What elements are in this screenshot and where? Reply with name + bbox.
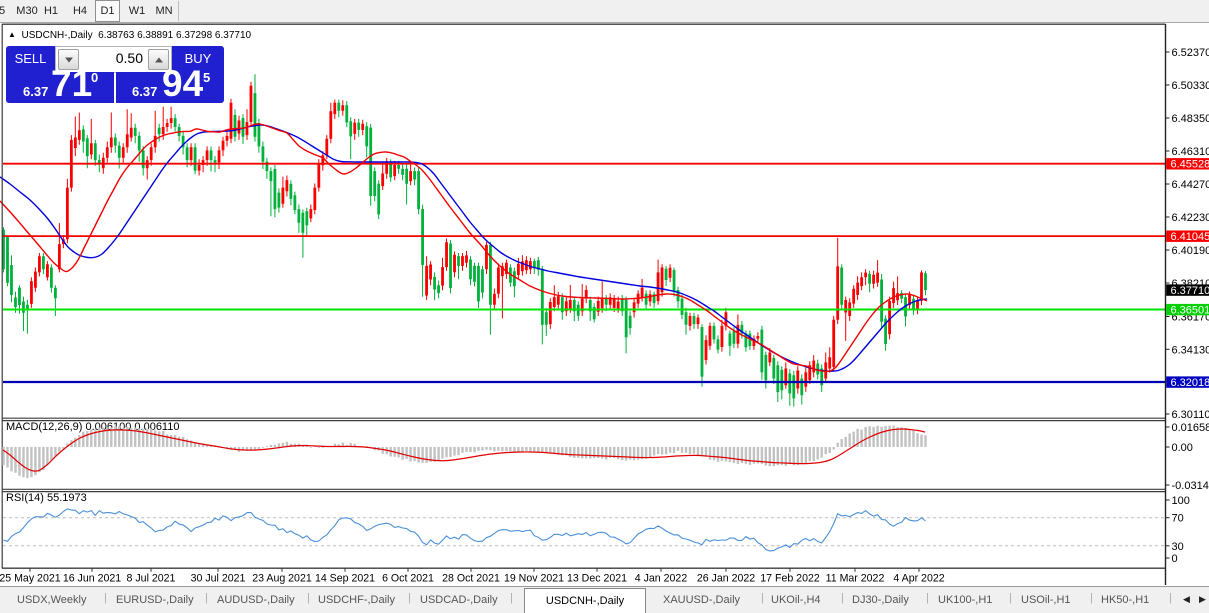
svg-text:30 Jul 2021: 30 Jul 2021 xyxy=(191,573,246,585)
svg-text:6.50330: 6.50330 xyxy=(1172,80,1209,92)
svg-text:-0.031421: -0.031421 xyxy=(1172,480,1209,492)
svg-text:25 May 2021: 25 May 2021 xyxy=(0,573,61,585)
svg-text:6.42230: 6.42230 xyxy=(1172,212,1209,224)
svg-text:0: 0 xyxy=(1172,553,1178,565)
svg-text:26 Jan 2022: 26 Jan 2022 xyxy=(697,573,755,585)
svg-text:6.37710: 6.37710 xyxy=(1171,285,1209,297)
svg-text:6.34130: 6.34130 xyxy=(1172,344,1209,356)
svg-text:100: 100 xyxy=(1172,495,1190,507)
svg-text:28 Oct 2021: 28 Oct 2021 xyxy=(442,573,500,585)
svg-text:6.32018: 6.32018 xyxy=(1171,377,1209,389)
svg-text:19 Nov 2021: 19 Nov 2021 xyxy=(504,573,564,585)
svg-text:13 Dec 2021: 13 Dec 2021 xyxy=(567,573,627,585)
svg-text:6.45528: 6.45528 xyxy=(1171,159,1209,171)
svg-text:6.44270: 6.44270 xyxy=(1172,179,1209,191)
svg-text:6.36501: 6.36501 xyxy=(1171,305,1209,317)
svg-text:11 Mar 2022: 11 Mar 2022 xyxy=(826,573,885,585)
svg-text:6 Oct 2021: 6 Oct 2021 xyxy=(382,573,434,585)
svg-text:23 Aug 2021: 23 Aug 2021 xyxy=(252,573,312,585)
svg-text:RSI(14) 55.1973: RSI(14) 55.1973 xyxy=(6,492,87,504)
svg-text:0.016586: 0.016586 xyxy=(1172,422,1209,434)
svg-text:17 Feb 2022: 17 Feb 2022 xyxy=(760,573,820,585)
svg-text:6.48350: 6.48350 xyxy=(1172,113,1209,125)
svg-text:14 Sep 2021: 14 Sep 2021 xyxy=(315,573,375,585)
svg-text:30: 30 xyxy=(1172,541,1184,553)
svg-text:0.00: 0.00 xyxy=(1172,442,1193,454)
svg-text:6.46310: 6.46310 xyxy=(1172,146,1209,158)
svg-text:4 Apr 2022: 4 Apr 2022 xyxy=(893,573,944,585)
svg-text:6.30110: 6.30110 xyxy=(1172,409,1209,421)
svg-text:8 Jul 2021: 8 Jul 2021 xyxy=(127,573,176,585)
svg-text:MACD(12,26,9) 0.006100 0.00611: MACD(12,26,9) 0.006100 0.006110 xyxy=(6,421,179,433)
svg-text:70: 70 xyxy=(1172,513,1184,525)
svg-text:6.41045: 6.41045 xyxy=(1171,231,1209,243)
svg-text:6.40190: 6.40190 xyxy=(1172,245,1209,257)
svg-text:6.52370: 6.52370 xyxy=(1172,47,1209,59)
svg-text:16 Jun 2021: 16 Jun 2021 xyxy=(63,573,121,585)
svg-text:4 Jan 2022: 4 Jan 2022 xyxy=(635,573,688,585)
